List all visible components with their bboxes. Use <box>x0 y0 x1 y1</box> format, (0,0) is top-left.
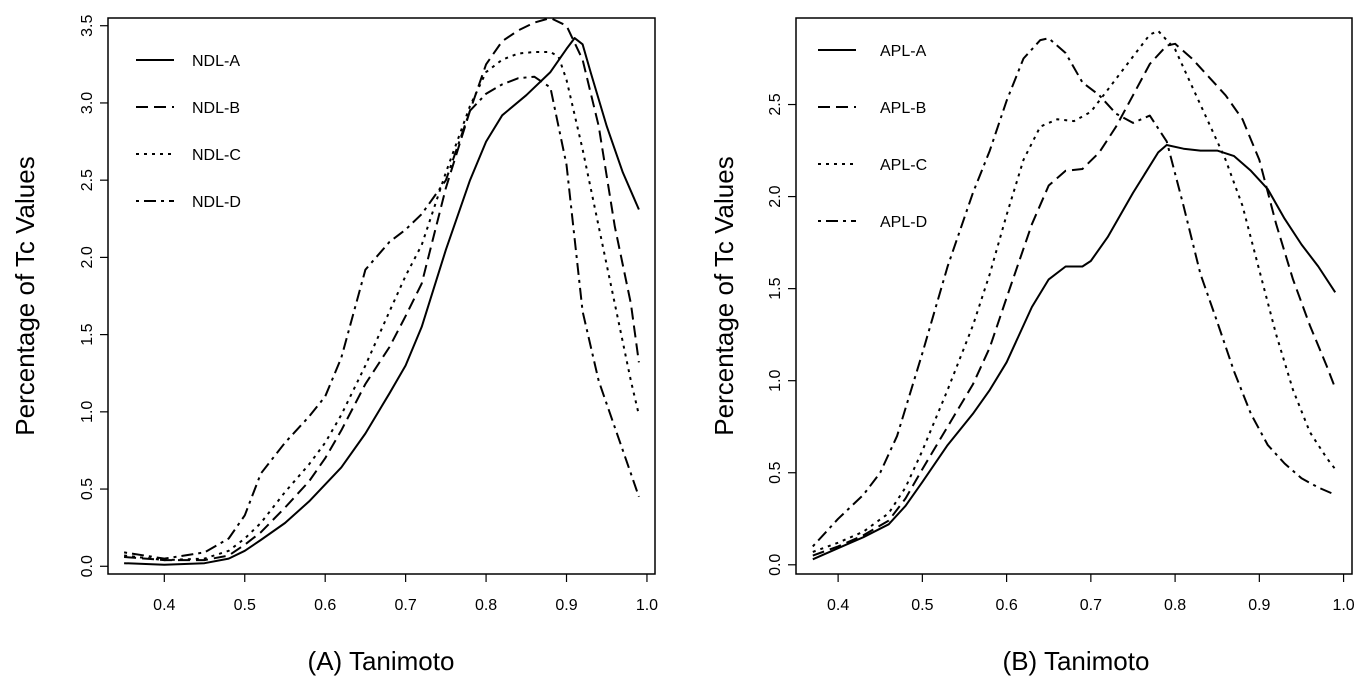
legend-label: APL-A <box>880 43 927 60</box>
series-line-ndl-b <box>124 17 640 562</box>
series-lines <box>123 17 640 566</box>
x-tick-label: 0.9 <box>555 597 577 614</box>
x-tick-label: 0.7 <box>395 597 417 614</box>
x-axis-title: (B) Tanimoto <box>1003 646 1150 676</box>
y-tick-label: 3.0 <box>79 92 96 114</box>
chart-panel-a: 0.4 0.5 0.6 0.7 0.8 0.9 1.0 0.0 0.5 1.0 1.5 2.0 2.5 3… <box>10 15 658 676</box>
series-line-apl-d <box>812 37 1336 548</box>
legend: NDL-A NDL-B NDL-C NDL-D <box>136 53 241 211</box>
y-tick-label: 1.5 <box>767 277 784 299</box>
y-tick-label: 0.0 <box>79 555 96 577</box>
legend: APL-A APL-B APL-C APL-D <box>818 43 927 231</box>
x-tick-label: 0.5 <box>911 597 933 614</box>
x-tick-label: 0.7 <box>1080 597 1102 614</box>
series-line-ndl-c <box>123 51 640 562</box>
legend-label: NDL-A <box>192 53 240 70</box>
x-axis-title: (A) Tanimoto <box>308 646 455 676</box>
x-tick-label: 0.6 <box>314 597 336 614</box>
legend-label: NDL-D <box>192 194 241 211</box>
series-line-apl-c <box>812 29 1336 553</box>
y-tick-label: 1.5 <box>79 323 96 345</box>
legend-label: NDL-B <box>192 100 240 117</box>
axis-ticks: 0.4 0.5 0.6 0.7 0.8 0.9 1.0 0.0 0.5 1.0 1.5 2.0 2.5 3… <box>79 15 658 614</box>
plot-frame <box>107 17 656 575</box>
legend-label: APL-C <box>880 157 927 174</box>
chart-panel-b: 0.4 0.5 0.6 0.7 0.8 0.9 1.00.00.51.01.52.02.5 … <box>709 17 1355 676</box>
y-tick-label: 0.0 <box>767 554 784 576</box>
x-tick-label: 0.6 <box>995 597 1017 614</box>
y-tick-label: 0.5 <box>79 478 96 500</box>
series-line-apl-b <box>812 42 1337 557</box>
x-tick-label: 0.8 <box>475 597 497 614</box>
y-tick-label: 1.0 <box>767 369 784 391</box>
y-tick-label: 2.5 <box>79 169 96 191</box>
y-tick-label: 0.5 <box>767 462 784 484</box>
x-tick-label: 0.4 <box>153 597 175 614</box>
y-tick-label: 3.5 <box>79 15 96 37</box>
x-tick-label: 0.8 <box>1164 597 1186 614</box>
y-tick-label: 2.0 <box>79 246 96 268</box>
y-tick-label: 2.0 <box>767 185 784 207</box>
plot-frame <box>795 17 1353 575</box>
x-tick-label: 1.0 <box>636 597 658 614</box>
legend-label: APL-B <box>880 100 926 117</box>
x-tick-label: 1.0 <box>1332 597 1354 614</box>
legend-label: APL-D <box>880 214 927 231</box>
y-axis-title: Percentage of Tc Values <box>709 156 739 435</box>
y-tick-label: 2.5 <box>767 93 784 115</box>
axis-ticks: 0.4 0.5 0.6 0.7 0.8 0.9 1.0 0.0 0.5 1.0 1.5 2.0 2.5 <box>767 93 1355 614</box>
series-line-ndl-d <box>123 75 640 560</box>
series-line-apl-a <box>812 144 1337 561</box>
y-tick-label: 1.0 <box>79 401 96 423</box>
legend-label: NDL-C <box>192 147 241 164</box>
x-tick-label: 0.4 <box>827 597 849 614</box>
series-line-ndl-a <box>124 37 640 566</box>
y-axis-title: Percentage of Tc Values <box>10 156 40 435</box>
series-lines <box>812 29 1337 561</box>
x-tick-label: 0.5 <box>234 597 256 614</box>
x-tick-label: 0.9 <box>1248 597 1270 614</box>
